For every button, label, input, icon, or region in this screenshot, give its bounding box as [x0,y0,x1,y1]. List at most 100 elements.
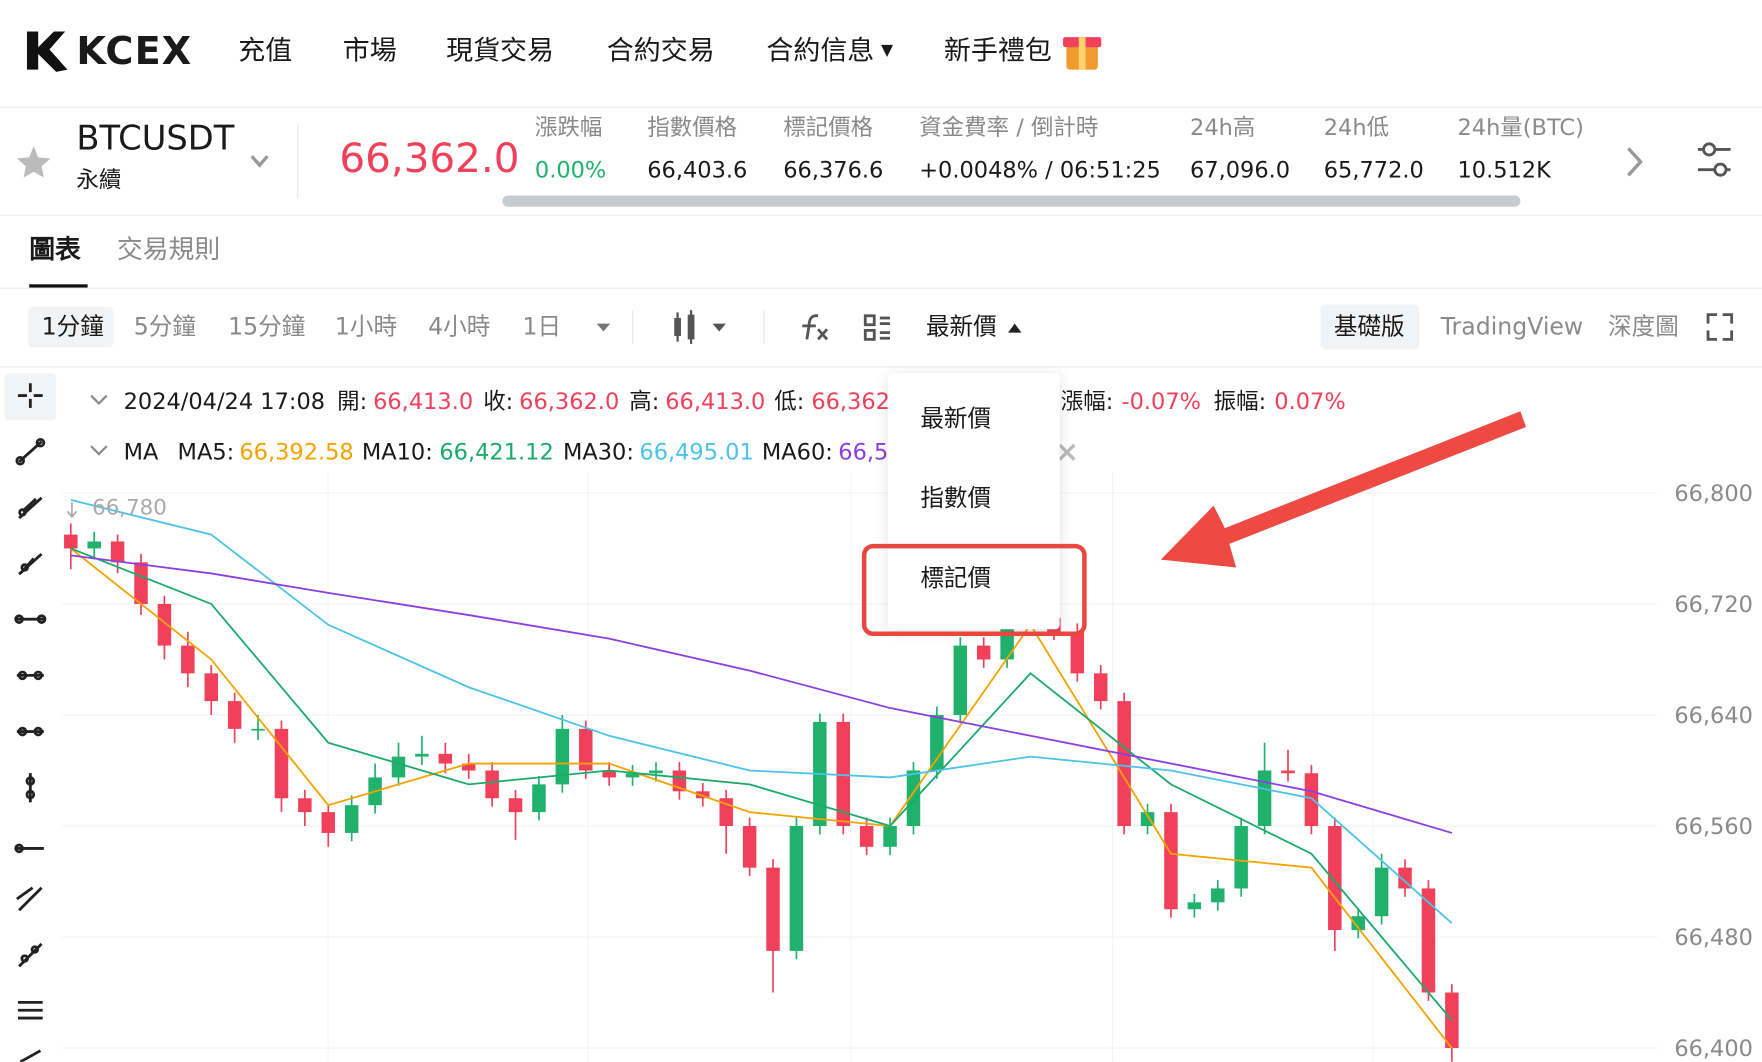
scrollbar[interactable] [502,195,1521,207]
candle-body [1328,826,1342,931]
candle-body [953,645,968,715]
drawing-tools[interactable] [14,383,47,1062]
view-option[interactable]: TradingView [1440,312,1584,340]
close-legend[interactable] [1058,443,1076,461]
candle-body [789,826,804,951]
interval[interactable]: 4小時 [428,312,491,340]
candle-body [1445,992,1459,1049]
legend-value: 66,362.0 [519,387,620,415]
stat-label: 指數價格 [647,113,738,141]
candle-body [87,541,101,549]
candle-body [1281,770,1295,774]
ma-label: MA60: [761,438,833,466]
tab[interactable]: 圖表 [29,235,81,265]
ma-line [70,547,1453,1021]
nav-item[interactable]: 市場 [342,34,397,67]
symbol: BTCUSDT [76,119,235,159]
candle-body [1398,867,1412,889]
candle-body [742,826,757,868]
candle-body [1234,826,1248,889]
divider [0,106,1762,108]
stat-value: 0.00% [534,156,607,184]
legend-value: 66,362.0 [811,387,912,415]
ma-label: MA5: [177,438,235,466]
nav-item[interactable]: 現貨交易 [446,34,554,67]
candle-body [649,770,663,774]
candle-body [508,798,523,813]
candle-body [696,791,710,799]
candle-body [906,770,921,827]
candle-body [181,645,195,674]
stat-label: 24h低 [1323,113,1390,141]
candle-body [461,763,476,771]
highlight-box [861,543,1087,637]
nav-item[interactable]: 合約交易 [606,34,715,67]
view-option[interactable]: 深度圖 [1608,312,1679,340]
indicator-icon[interactable] [802,314,829,341]
candle-body [579,728,593,771]
candle-body [204,673,218,702]
interval[interactable]: 1小時 [334,312,398,340]
logo-icon [26,31,68,72]
price-type[interactable]: 最新價 [925,312,997,340]
candle-body [1117,701,1131,827]
legend-value: 0.07% [1274,387,1346,415]
last-price: 66,362.0 [339,135,520,183]
menu-item[interactable]: 最新價 [920,405,992,433]
interval[interactable]: 5分鐘 [133,312,196,340]
ma-value: 66,392.58 [239,438,354,466]
interval-more[interactable] [596,323,611,332]
price-type-arrow[interactable] [1007,323,1022,333]
tab-underline [29,284,88,288]
interval[interactable]: 1分鐘 [41,312,104,340]
candle-body [625,773,640,778]
nav-item[interactable]: 合約信息 [766,34,875,67]
divider [0,287,1762,289]
view-active [1320,304,1420,350]
ma-value: 66,421.12 [439,438,554,466]
interval[interactable]: 15分鐘 [228,312,306,340]
price-type-menu: 最新價 指數價 標記價 [887,373,1060,630]
legend-chevrons[interactable] [90,394,108,456]
candle-body [1374,867,1389,917]
fullscreen-icon[interactable] [1706,313,1734,341]
candle-body [274,728,289,799]
menu-item[interactable]: 標記價 [920,564,992,592]
ma-value: 66,495.01 [639,438,754,466]
candle-body [1070,631,1085,674]
star-icon [16,146,51,178]
stat-value: 67,096.0 [1190,156,1291,184]
layout-icon[interactable] [863,314,890,341]
ma-line [70,554,1453,834]
stat-label: 漲跌幅 [534,113,603,141]
candle-body [1093,673,1108,702]
logo[interactable]: KCEX [76,29,193,75]
interval-active [28,306,114,348]
stat-value: 65,772.0 [1323,156,1424,184]
candle-body [251,728,265,731]
view-option[interactable]: 基礎版 [1333,312,1405,340]
tab[interactable]: 交易規則 [116,235,221,265]
candle-body [1421,888,1436,993]
nav-item[interactable]: 新手禮包 [943,34,1052,67]
candle-type-icon[interactable] [674,310,726,344]
symbol-dropdown[interactable] [250,155,269,168]
menu-item[interactable]: 指數價 [920,484,992,512]
settings-icon[interactable] [1697,142,1731,177]
ma-label: MA10: [361,438,433,466]
next-arrow[interactable] [1627,147,1643,177]
ma-value: 66,5 [838,438,889,466]
nav-item[interactable]: 充值 [238,34,293,67]
candle-body [1304,773,1319,827]
candle-body [532,784,546,813]
gift-icon [1063,37,1102,70]
stat-value: +0.0048% / 06:51:25 [919,156,1161,184]
interval[interactable]: 1日 [522,312,562,340]
stat-label: 24h高 [1190,113,1256,141]
candle-body [344,805,359,833]
legend-label: 低: [774,387,805,415]
candle-body [485,770,499,799]
candle-body [1211,888,1225,903]
candle-body [298,798,312,813]
